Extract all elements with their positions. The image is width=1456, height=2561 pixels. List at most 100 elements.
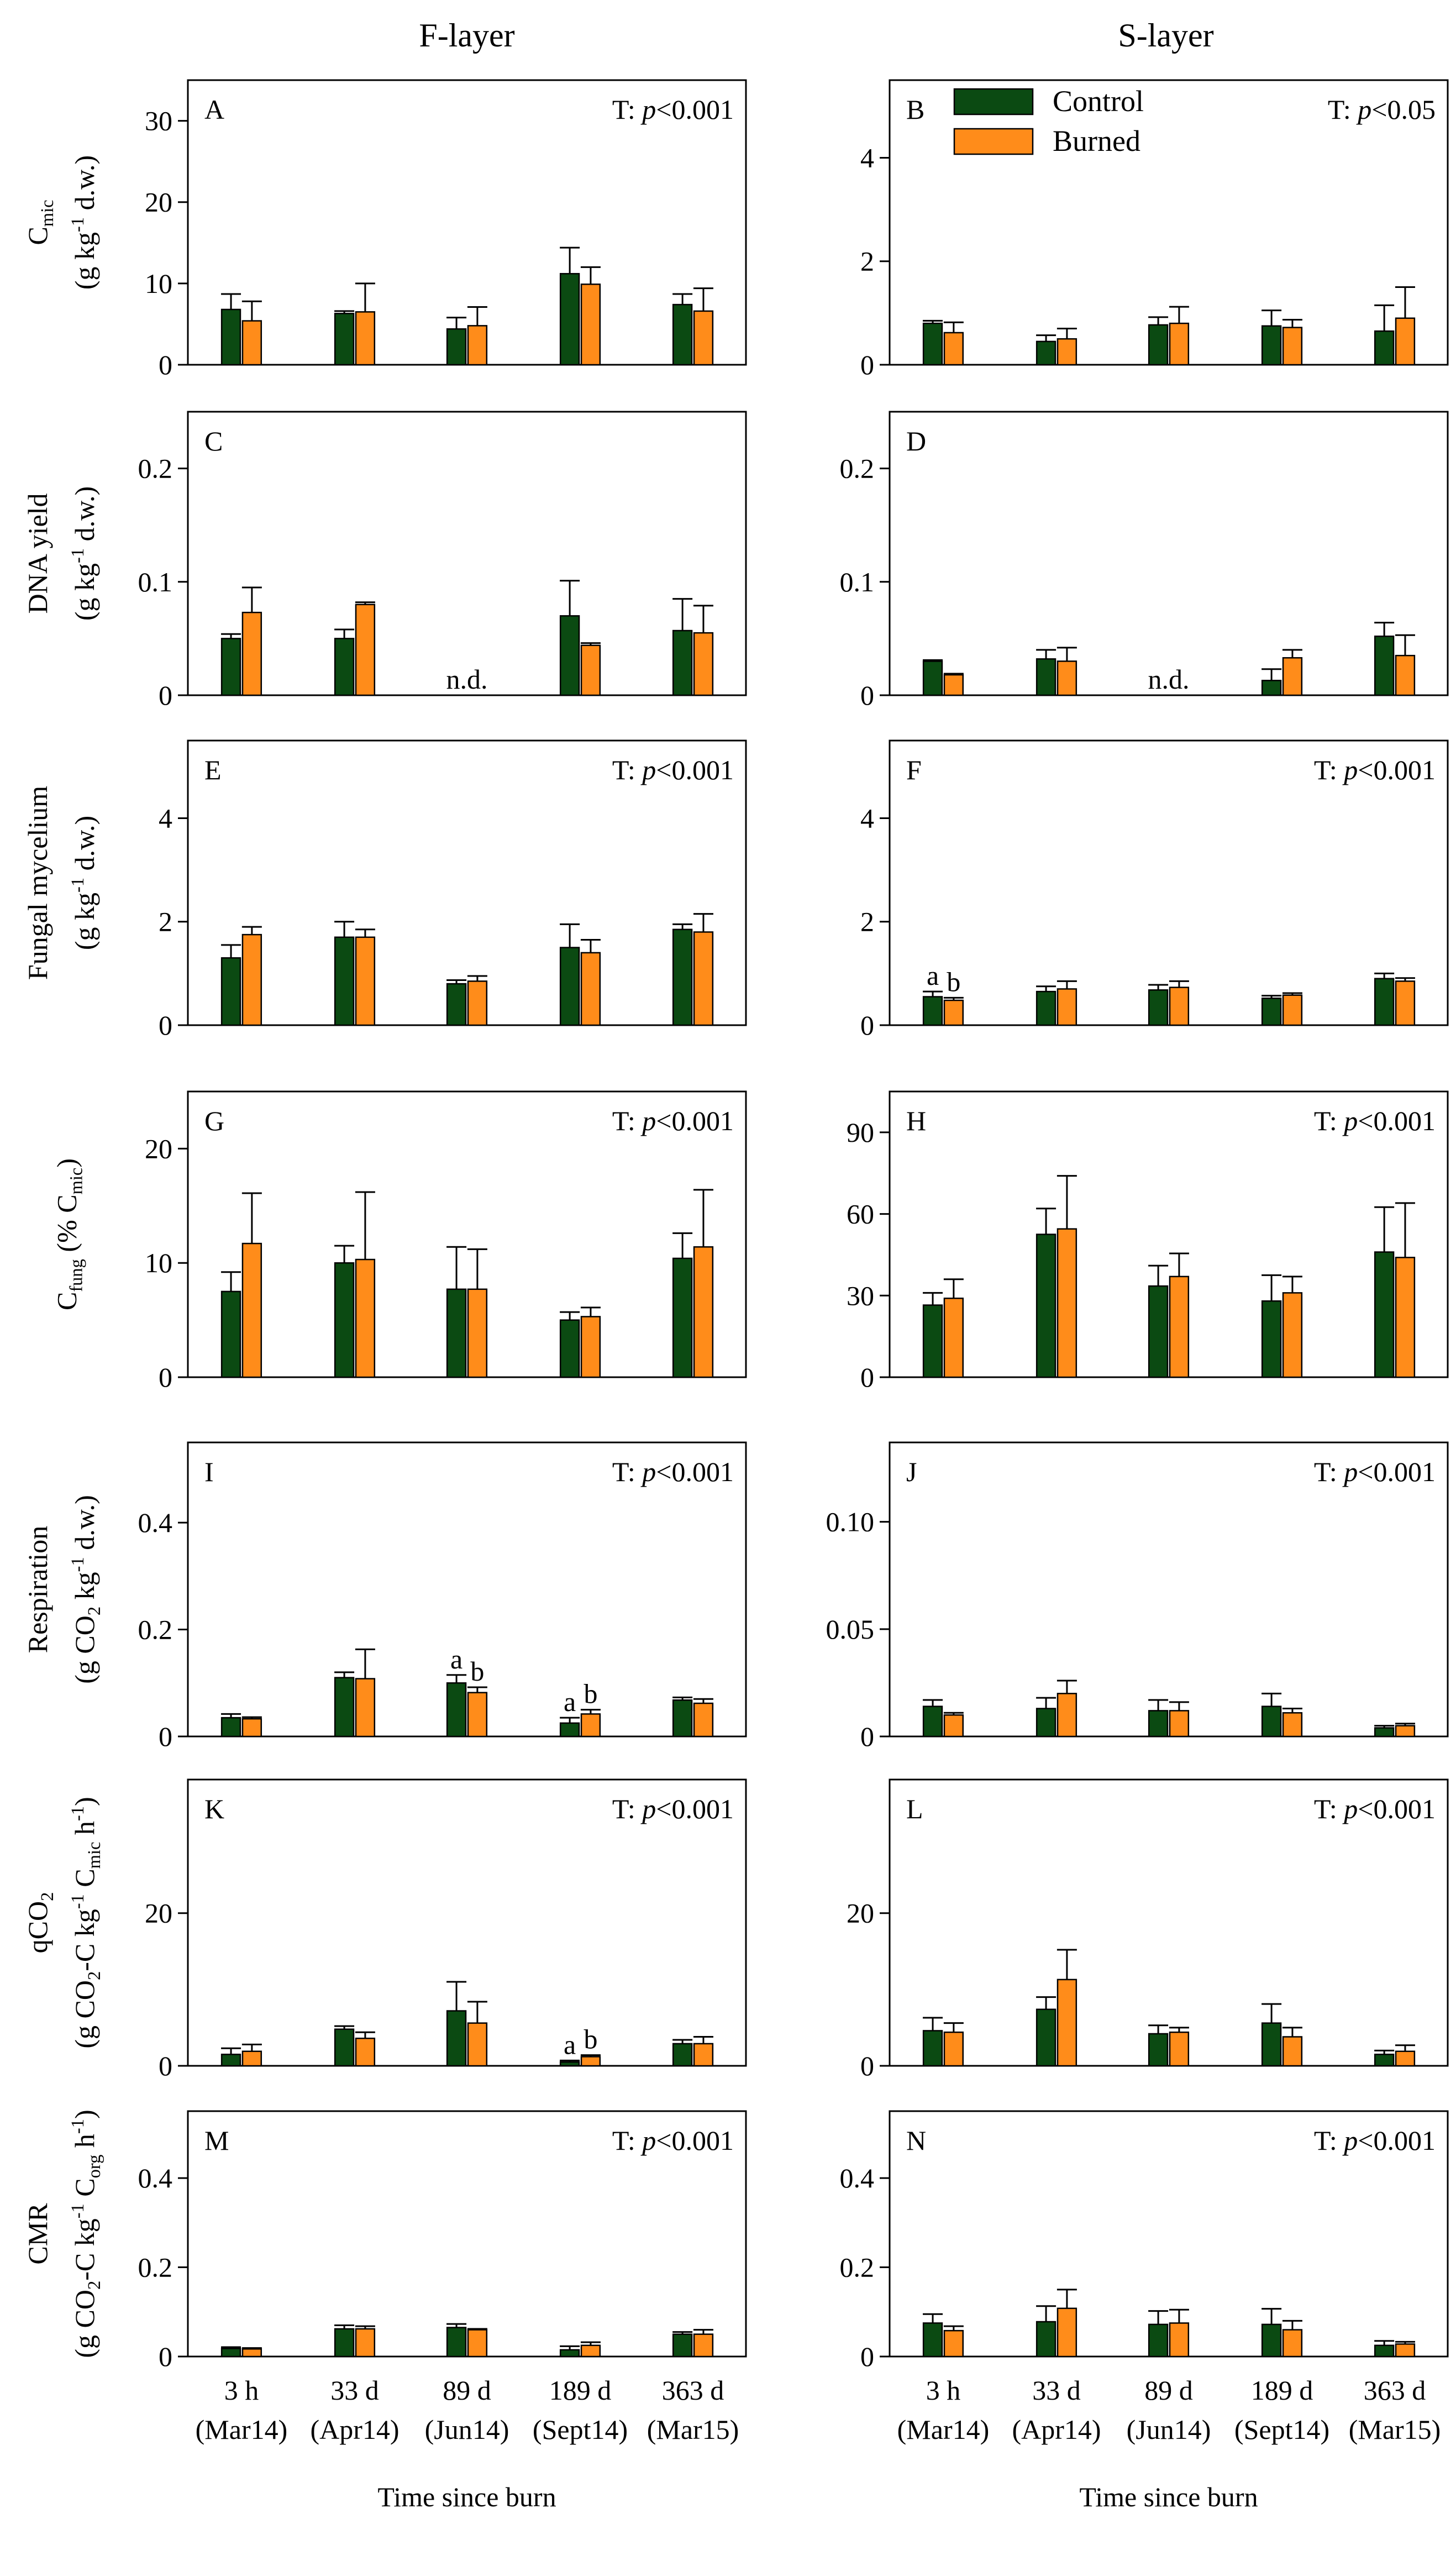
group-letter: a — [450, 1644, 462, 1675]
panel-g: 0 10 20 G T: p<0.001 Cfung (% Cmic) — [51, 1090, 747, 1393]
bar-burned-5 — [693, 2333, 714, 2358]
x-tick-label: 189 d — [549, 2375, 612, 2406]
bar-control-4 — [559, 2061, 580, 2067]
bar-burned-1 — [943, 999, 964, 1026]
bar-burned-1 — [943, 1297, 964, 1378]
bar-burned-3 — [1169, 322, 1190, 366]
legend-swatch-burned — [953, 128, 1034, 155]
significance-label: T: p<0.001 — [1314, 754, 1436, 785]
label-run: -1 — [68, 217, 88, 232]
bar-control-2 — [1036, 658, 1056, 696]
y-tick-label: 0 — [159, 1362, 172, 1393]
panel-letter: L — [906, 1793, 923, 1824]
bar-burned-4 — [1282, 2036, 1303, 2067]
bar-burned-4 — [1282, 2329, 1303, 2358]
y-axis-label: Fungal mycelium — [22, 786, 53, 980]
y-axis-label: (g CO2 kg-1 d.w.) — [68, 1495, 104, 1683]
sig-p: p — [1342, 1456, 1358, 1487]
label-run: (g kg — [69, 893, 100, 950]
bar-burned-2 — [355, 1678, 376, 1738]
panel-f: 0 2 4 F T: p<0.001 a b — [860, 739, 1449, 1041]
label-run: MR — [22, 2203, 53, 2246]
bar-control-5 — [1374, 978, 1395, 1026]
bar-control-2 — [1036, 990, 1056, 1026]
bar-control-4 — [559, 615, 580, 696]
panel-frame — [187, 1090, 747, 1378]
bar-control-2 — [334, 1677, 355, 1738]
sig-p: p — [640, 754, 656, 785]
sig-p: p — [640, 1793, 656, 1824]
sig-value: <0.001 — [1358, 2125, 1436, 2156]
bar-control-5 — [672, 2333, 693, 2358]
bar-burned-2 — [1056, 660, 1077, 696]
bar-control-4 — [1261, 325, 1282, 366]
y-tick-label: 60 — [847, 1199, 874, 1230]
bar-control-5 — [672, 303, 693, 366]
significance-label: T: p<0.001 — [612, 1793, 734, 1824]
label-run: ) — [69, 1797, 100, 1806]
bar-burned-3 — [467, 325, 488, 366]
y-tick-label: 0 — [159, 1721, 172, 1752]
bar-control-2 — [334, 1262, 355, 1378]
bar-burned-1 — [943, 1714, 964, 1738]
bar-control-1 — [922, 2030, 943, 2067]
x-tick-label-date: (Sept14) — [533, 2414, 628, 2445]
bar-burned-5 — [693, 2043, 714, 2067]
bar-burned-3 — [467, 980, 488, 1026]
bar-burned-1 — [943, 2031, 964, 2067]
panel-letter: C — [204, 426, 223, 456]
panel-frame — [187, 1778, 747, 2067]
sig-prefix: T: — [612, 2125, 642, 2156]
panel-h: 0 30 60 90 H T: p<0.001 — [847, 1090, 1449, 1393]
bar-burned-5 — [693, 1702, 714, 1738]
label-run: mic — [67, 1168, 87, 1195]
y-tick-label: 0.4 — [840, 2163, 875, 2193]
label-run: d.w.) — [69, 486, 100, 548]
y-tick-label: 0 — [860, 680, 874, 711]
y-tick-label: 0.4 — [138, 1507, 173, 1538]
bar-burned-1 — [943, 2329, 964, 2358]
bar-burned-3 — [1169, 2322, 1190, 2358]
label-run: C — [51, 1292, 82, 1310]
y-tick-label: 30 — [847, 1280, 874, 1311]
bar-control-2 — [1036, 1708, 1056, 1738]
x-tick-label-date: (Apr14) — [1012, 2414, 1101, 2445]
bar-burned-2 — [1056, 1693, 1077, 1738]
label-run: 2 — [85, 2281, 104, 2290]
x-tick-label: 363 d — [1364, 2375, 1426, 2406]
bar-burned-4 — [580, 644, 601, 696]
label-run: (g kg — [69, 232, 100, 290]
panel-frame — [889, 1090, 1449, 1378]
y-tick-label: 0 — [159, 349, 172, 380]
significance-label: T: p<0.001 — [1314, 1105, 1436, 1136]
bar-control-1 — [220, 2054, 241, 2067]
panel-frame — [889, 1441, 1449, 1738]
sig-prefix: T: — [612, 1105, 642, 1136]
label-run — [69, 1887, 100, 1894]
sig-p: p — [640, 1456, 656, 1487]
bar-burned-4 — [580, 2344, 601, 2358]
panel-e: 0 2 4 E T: p<0.001 Fungal mycelium (g kg-1 d.w… — [22, 739, 747, 1041]
sig-prefix: T: — [612, 1456, 642, 1487]
x-tick-label-date: (Mar15) — [647, 2414, 739, 2445]
bar-burned-3 — [467, 1692, 488, 1738]
bar-control-1 — [220, 1717, 241, 1738]
panel-letter: B — [906, 94, 924, 125]
bar-control-3 — [1148, 2323, 1169, 2358]
bar-control-4 — [559, 2349, 580, 2358]
bar-control-1 — [220, 957, 241, 1026]
label-run: ) — [51, 1158, 82, 1168]
bar-burned-3 — [1169, 2031, 1190, 2067]
label-run: h — [69, 1821, 100, 1842]
bar-control-5 — [1374, 2344, 1395, 2358]
bar-burned-2 — [1056, 2307, 1077, 2358]
label-run: C — [69, 1869, 100, 1887]
legend-label-burned: Burned — [1053, 124, 1140, 158]
y-tick-label: 0.1 — [138, 566, 173, 597]
bar-control-2 — [1036, 1234, 1056, 1378]
y-tick-label: 0 — [860, 349, 874, 380]
label-run: -1 — [68, 1557, 88, 1572]
bar-control-3 — [446, 2010, 467, 2067]
